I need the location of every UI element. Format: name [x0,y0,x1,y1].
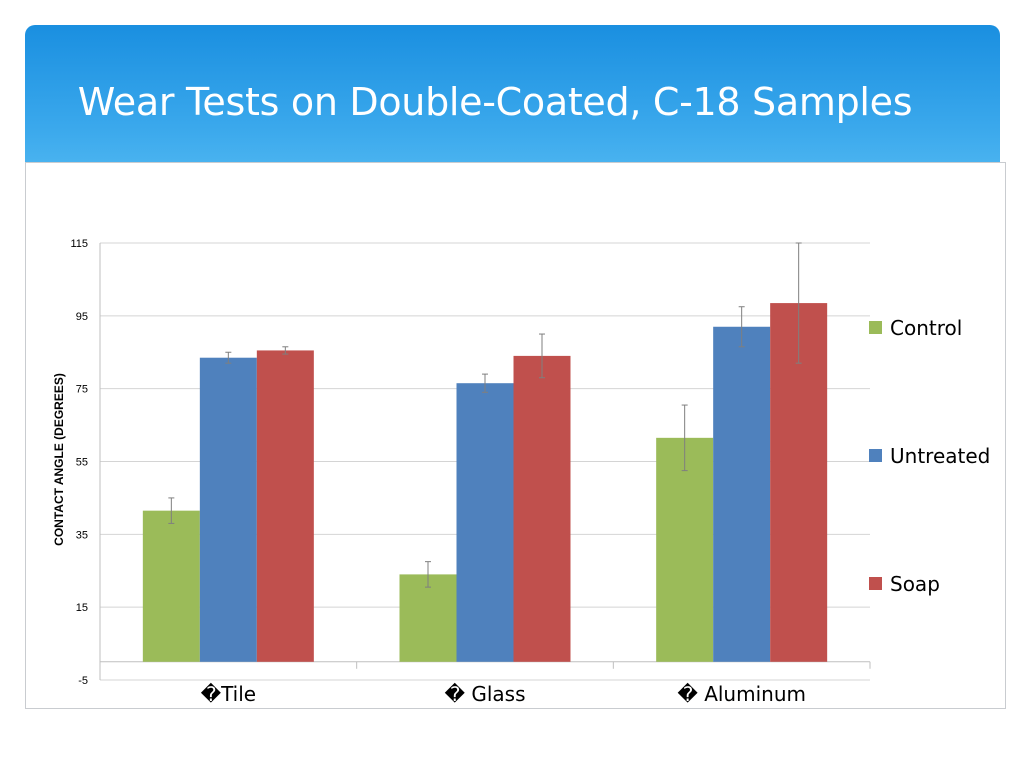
legend-swatch [869,577,882,590]
y-axis-title: CONTACT ANGLE (DEGREES) [52,373,66,546]
legend-label: Untreated [890,444,990,468]
legend-label: Control [890,316,962,340]
y-tick-label: 75 [76,384,88,396]
y-tick-label: 55 [76,457,88,469]
x-tick-label: � Aluminum [677,682,806,706]
legend-swatch [869,321,882,334]
y-tick-label: 15 [76,602,88,614]
legend-swatch [869,449,882,462]
x-tick-label: �Tile [201,682,257,706]
y-tick-label: 95 [76,311,88,323]
x-tick-label: � Glass [444,682,525,706]
y-tick-label: 35 [76,529,88,541]
bar [256,350,314,662]
bar [399,574,457,662]
bar [456,383,514,662]
y-tick-label: 115 [70,238,88,250]
bar [656,437,714,662]
bar [513,355,571,662]
slide-title: Wear Tests on Double-Coated, C-18 Sample… [77,80,913,124]
bar [142,510,200,662]
bar [199,357,257,662]
bar [713,326,771,662]
legend-label: Soap [890,572,940,596]
y-tick-label: -5 [78,675,88,687]
